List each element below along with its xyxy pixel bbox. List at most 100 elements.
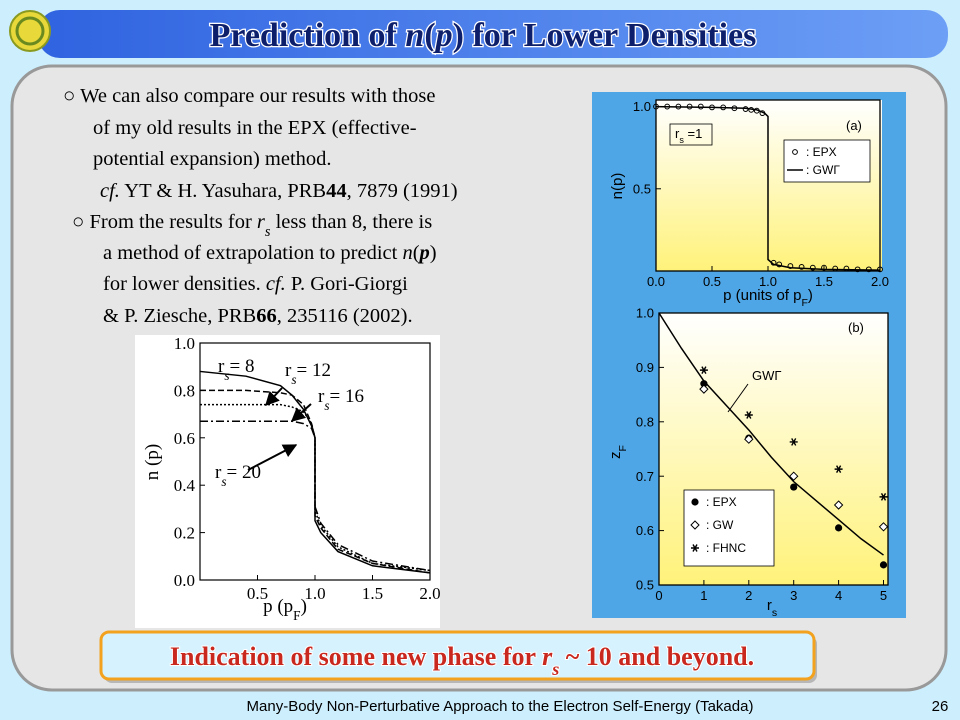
text-run: (a) [846,118,862,133]
marker [790,483,798,491]
data-line [200,403,431,572]
x-axis-label: p (units of pF) [723,287,813,309]
text-run: s [221,474,226,489]
x-tick-label: 1.0 [304,584,325,603]
text-run: n [402,242,412,264]
text-run: s [265,224,271,240]
text-run: YT & H. Yasuhara, PRB [120,180,326,202]
text-run: s [324,398,329,413]
text-run: = 8 [230,356,255,377]
marker [744,411,753,419]
y-tick-label: 0.2 [174,524,195,543]
legend-label: : GW [706,518,734,532]
text-run: a method of extrapolation to predict [103,242,402,264]
text-run: r [218,356,225,377]
annotation: rs= 16 [318,386,364,413]
plot-frame [658,312,889,586]
text-run: = 12 [297,360,331,381]
text-run: z [607,451,624,459]
text-run: n [405,17,424,54]
x-tick-label: 0.5 [703,274,721,289]
text-run: r [285,360,292,381]
marker [792,149,798,155]
text-run: r [257,211,266,233]
annotation: rs= 8 [218,356,254,383]
annotation-arrow [265,387,283,407]
text-run: r [767,597,772,614]
x-tick-label: 2 [745,588,752,603]
body-line: ○ We can also compare our results with t… [63,85,435,107]
legend-label: : FHNC [706,541,746,555]
body-line: ○ From the results for rs less than 8, t… [72,211,432,240]
plot-a-bg [656,100,882,271]
y-tick-label: 1.0 [174,334,195,353]
text-run: , 7879 (1991) [347,180,458,202]
page-number: 26 [932,698,949,715]
x-tick-label: 5 [880,588,887,603]
leader-line [727,383,749,413]
y-tick-label: 0.6 [174,429,195,448]
footer-text: Many-Body Non-Perturbative Approach to t… [247,698,754,715]
y-axis-label: n(p) [609,173,626,200]
text-run: s [291,372,296,387]
y-tick-label: 1.0 [636,306,654,321]
marker [879,493,888,501]
text-run: r [215,462,222,483]
legend-box [683,489,775,567]
x-tick-label: 0.0 [647,274,665,289]
x-tick-label: 1 [700,588,707,603]
body-line: potential expansion) method. [93,148,332,170]
text-run: ) [808,287,813,304]
callout-text: Indication of some new phase for rs ~ 10… [170,642,754,679]
logo [9,10,51,52]
y-tick-label: 0.4 [174,476,196,495]
text-run: 44 [326,180,347,202]
annotation-frame [669,123,713,146]
body-line: of my old results in the EPX (effective- [93,117,417,139]
text-run: F [293,608,300,623]
text-run: n(p) [609,173,626,200]
x-tick-label: 1.5 [362,584,383,603]
text-run: , 235116 (2002). [277,305,413,327]
y-tick-label: 0.7 [636,469,654,484]
text-run: P. Gori-Giorgi [286,273,408,295]
x-tick-label: 1.0 [759,274,777,289]
text-run: r [675,126,680,141]
x-tick-label: 4 [835,588,842,603]
text-run: (b) [848,320,864,335]
x-tick-label: 3 [790,588,797,603]
legend-label: : EPX [806,145,837,159]
text-run: ) [301,596,307,617]
text-run: ○ From the results for [72,211,257,233]
text-run: = 16 [330,386,364,407]
y-tick-label: 0.9 [636,360,654,375]
marker [744,434,754,444]
text-run: s [551,659,559,679]
text-run: ( [424,17,435,54]
marker [798,263,805,270]
text-run: F [617,445,629,451]
text-run: for lower densities. [103,273,266,295]
annotation: GWΓ [752,368,782,383]
marker [787,263,794,269]
text-run: ) for Lower Densities [453,17,757,54]
title-bar [38,10,948,58]
text-run: p [418,242,430,264]
marker [700,380,708,388]
text-run: cf. [266,273,286,295]
marker [821,264,827,271]
marker [691,544,699,552]
marker [690,520,700,530]
marker [788,471,799,481]
text-run: GWΓ [752,368,782,383]
text-run: =1 [684,126,702,141]
annotation: rs= 12 [285,360,331,387]
text-run: s [772,607,777,619]
text-run: p (units of p [723,287,801,304]
annotation: (b) [848,320,864,335]
marker [877,266,883,273]
annotation: (a) [846,118,862,133]
text-run: of my old results in the EPX (effective- [93,117,417,139]
text-run: p [433,17,453,54]
